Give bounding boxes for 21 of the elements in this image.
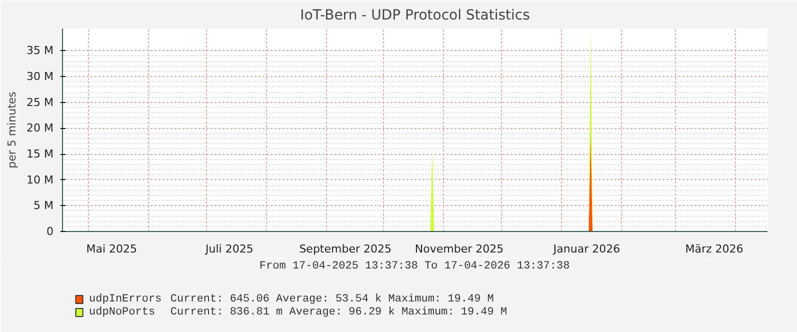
legend-label: udpNoPorts <box>89 306 156 318</box>
y-tick-label: 30 M <box>26 70 54 84</box>
x-tick-label: Mai 2025 <box>86 242 138 256</box>
chart-title: IoT-Bern - UDP Protocol Statistics <box>300 8 530 24</box>
legend-label: udpInErrors <box>89 294 162 306</box>
text: Current: 645.06 Average: 53.54 k Maximum: 19.49 M <box>170 294 494 306</box>
text: From 17-04-2025 13:37:38 To 17-04-2026 13:37:38 <box>259 260 570 272</box>
x-tick-label: Juli 2025 <box>204 242 254 256</box>
text: Current: 836.81 m Average: 96.29 k Maximum: 19.49 M <box>170 306 508 318</box>
y-tick-label: 25 M <box>26 96 54 109</box>
y-tick-label: 20 M <box>26 122 54 135</box>
y-tick-label: 5 M <box>34 199 54 212</box>
y-axis-title: per 5 minutes <box>6 91 19 168</box>
y-tick-label: 0 <box>46 225 54 238</box>
x-tick-label: September 2025 <box>299 242 392 256</box>
x-tick-label: März 2026 <box>685 242 744 256</box>
y-tick-label: 10 M <box>26 173 54 186</box>
x-tick-label: November 2025 <box>414 242 504 256</box>
y-tick-label: 35 M <box>26 44 54 58</box>
x-tick-label: Januar 2026 <box>552 242 620 256</box>
y-tick-label: 15 M <box>26 148 54 161</box>
